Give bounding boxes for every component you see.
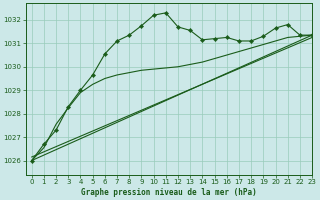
X-axis label: Graphe pression niveau de la mer (hPa): Graphe pression niveau de la mer (hPa) (81, 188, 257, 197)
